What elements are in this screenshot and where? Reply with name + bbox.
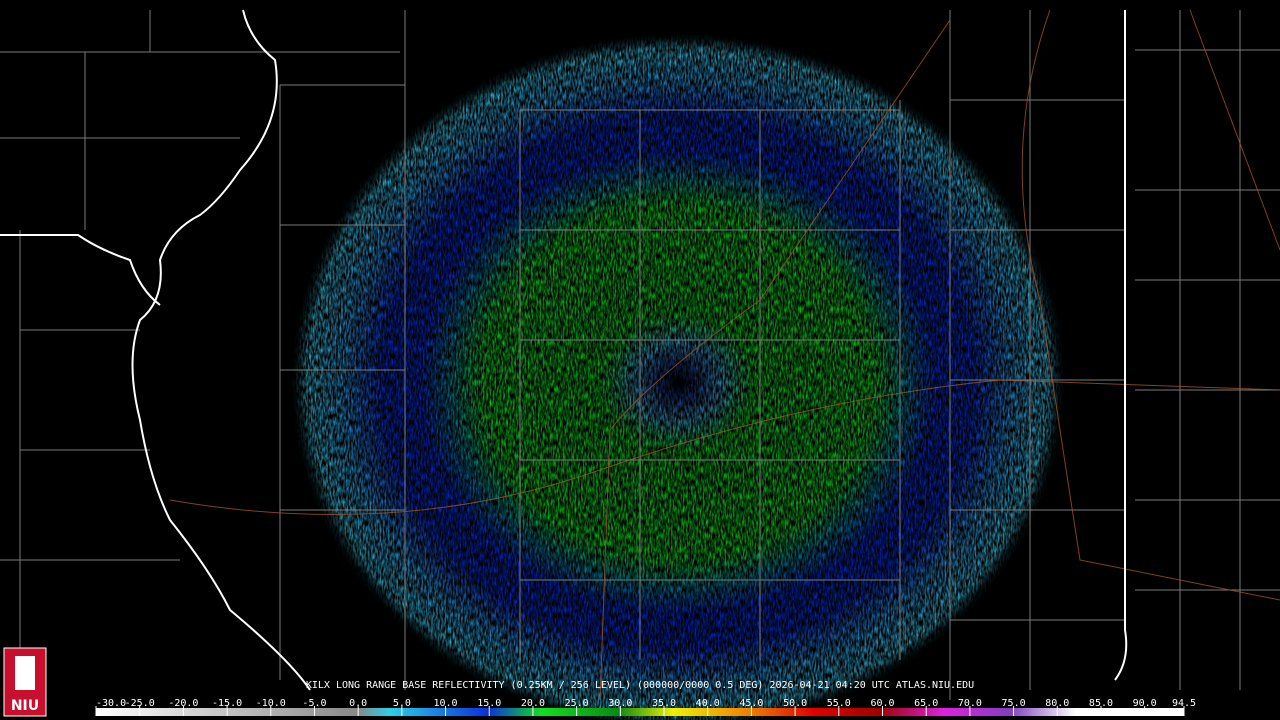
logo-text: NIU [11,698,39,714]
colorbar-tick-label: 60.0 [870,698,894,709]
colorbar-tick-label: 40.0 [696,698,720,709]
colorbar-tick-label: 5.0 [393,698,411,709]
colorbar-tick-label: -25.0 [125,698,155,709]
highways [169,9,1280,701]
colorbar-tick-label: 15.0 [477,698,501,709]
logo: NIU [3,647,47,717]
colorbar-tick-label: 90.0 [1133,698,1157,709]
colorbar-tick-label: 20.0 [521,698,545,709]
colorbar-tick-label: -30.0 [96,698,126,709]
reflectivity-echo [286,30,1070,720]
colorbar [96,708,1184,716]
colorbar-tick-label: 85.0 [1089,698,1113,709]
colorbar-tick-label: 50.0 [783,698,807,709]
colorbar-tick-label: 0.0 [349,698,367,709]
colorbar-tick-label: 25.0 [565,698,589,709]
caption: KILX LONG RANGE BASE REFLECTIVITY (0.25K… [306,680,974,691]
colorbar-tick-label: 94.5 [1172,698,1196,709]
colorbar-tick-label: 30.0 [608,698,632,709]
colorbar-tick-label: 10.0 [434,698,458,709]
colorbar-tick-label: -10.0 [256,698,286,709]
colorbar-tick-label: -15.0 [212,698,242,709]
state-borders [0,9,1128,691]
colorbar-tick-label: -5.0 [302,698,326,709]
logo-tower [15,656,35,690]
county-lines [0,10,1280,700]
colorbar-tick-label: 35.0 [652,698,676,709]
colorbar-tick-label: 70.0 [958,698,982,709]
colorbar-ticks: -30.0-25.0 -20.0 -15.0 -10.0 -5.0 0.0 5.0 10.0 1… [95,698,1196,716]
colorbar-tick-label: 45.0 [739,698,763,709]
colorbar-tick-label: 65.0 [914,698,938,709]
colorbar-tick-label: 75.0 [1002,698,1026,709]
colorbar-tick-label: 55.0 [827,698,851,709]
colorbar-tick-label: -20.0 [168,698,198,709]
colorbar-tick-label: 80.0 [1045,698,1069,709]
